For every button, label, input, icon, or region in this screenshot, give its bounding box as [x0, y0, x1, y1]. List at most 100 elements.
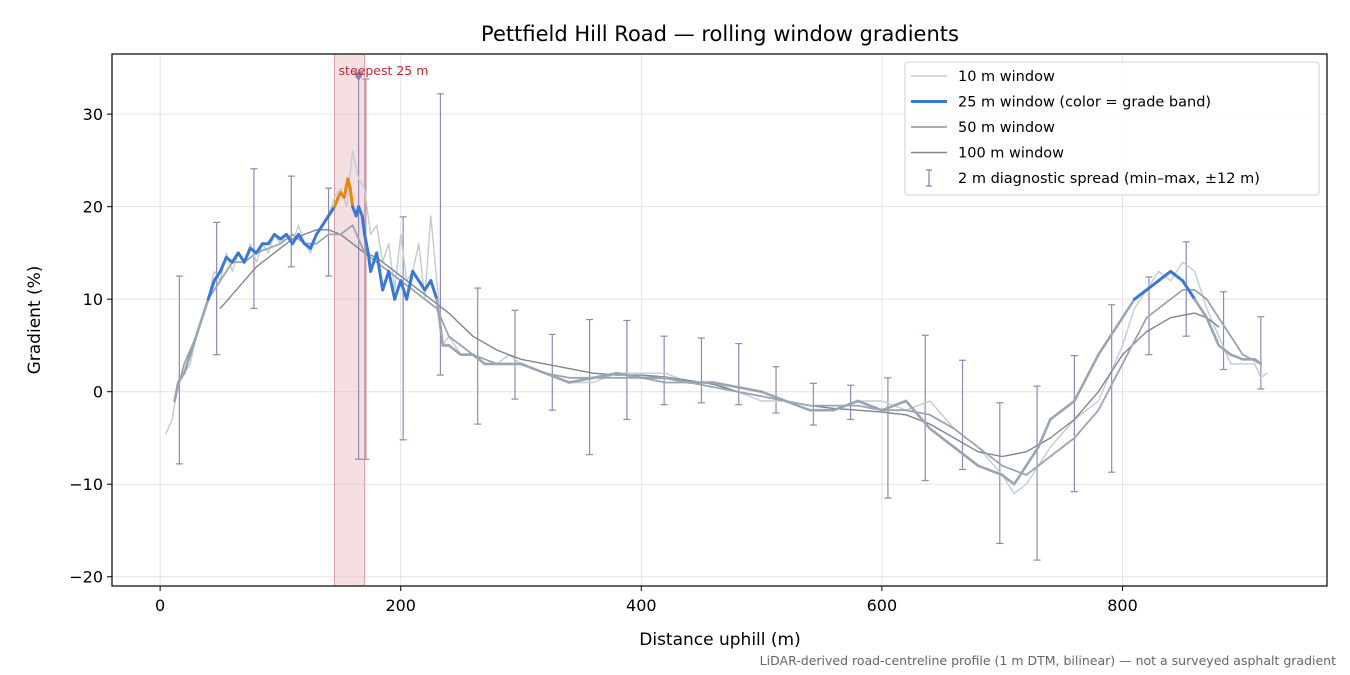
annotations: steepest 25 m	[339, 63, 429, 82]
steepest-band	[334, 53, 366, 587]
x-tick-label: 800	[1107, 596, 1138, 615]
errorbar-4	[325, 187, 333, 277]
series-25m-segment	[1133, 288, 1149, 301]
series-25m-segment	[736, 385, 763, 394]
y-tick-label: −10	[69, 475, 103, 494]
series-25m-segment	[290, 232, 300, 246]
series-25m-segment	[429, 279, 439, 301]
y-tick-label: 30	[83, 105, 103, 124]
series-25m-segment	[1000, 473, 1016, 486]
y-tick-label: −20	[69, 568, 103, 587]
series-25m-line	[173, 177, 1263, 486]
errorbar-2	[250, 168, 258, 310]
series-25m-segment	[173, 381, 180, 403]
errorbar-20	[884, 377, 892, 499]
chart-title: Pettfield Hill Road — rolling window gra…	[481, 22, 959, 46]
errorbar-21	[921, 334, 929, 482]
legend-item: 2 m diagnostic spread (min–max, ±12 m)	[926, 169, 1260, 187]
series-25m-segment	[417, 279, 427, 292]
errorbar-3	[287, 175, 295, 268]
series-25m-segment	[188, 334, 198, 357]
series-25m-segment	[206, 279, 216, 301]
series-25m-segment	[1205, 316, 1220, 347]
y-tick-label: 10	[83, 290, 103, 309]
errorbar-0	[175, 275, 183, 465]
series-25m-segment	[321, 214, 330, 227]
series-25m-segment	[1049, 399, 1076, 421]
series-25m-segment	[784, 399, 812, 412]
series-25m-segment	[447, 344, 463, 357]
series-25m-segment	[519, 362, 547, 375]
series-25m-segment	[904, 399, 932, 431]
series-25m-segment	[242, 246, 252, 264]
errorbar-19	[847, 384, 855, 421]
series-25m-segment	[348, 186, 355, 209]
series-25m-segment	[1229, 353, 1245, 361]
y-tick-label: 20	[83, 198, 103, 217]
series-25m-segment	[346, 177, 352, 190]
series-25m-segment	[435, 297, 445, 347]
series-25m-segment	[712, 381, 739, 389]
series-25m-segment	[1157, 269, 1173, 283]
legend-label: 50 m window	[958, 120, 1055, 136]
errorbar-22	[959, 359, 966, 471]
series-25m-segment	[832, 399, 860, 412]
errorbar-13	[623, 319, 631, 421]
series-25m-segment	[856, 399, 884, 412]
series-25m-segment	[309, 232, 318, 250]
errorbar-10	[511, 309, 519, 400]
x-tick-label: 200	[385, 596, 416, 615]
series-25m-segment	[1121, 297, 1136, 320]
series-25m-segment	[200, 297, 210, 320]
series-lines	[165, 150, 1268, 495]
series-25m-segment	[1025, 445, 1040, 468]
series-25m-segment	[357, 205, 364, 218]
series-25m-segment	[182, 353, 192, 375]
series-25m-segment	[254, 242, 264, 255]
steepest-label: steepest 25 m	[339, 63, 429, 78]
series-25m-segment	[230, 251, 240, 264]
series-25m-segment	[880, 399, 908, 412]
errorbar-16	[735, 342, 743, 406]
series-25m-segment	[194, 316, 204, 338]
series-25m-segment	[1012, 464, 1028, 486]
series-25m-segment	[471, 353, 487, 366]
series-25m-segment	[176, 371, 186, 384]
y-axis-label: Gradient (%)	[25, 266, 45, 375]
errorbar-14	[660, 335, 668, 406]
errorbar-6	[362, 78, 370, 460]
steepest-highlight	[334, 53, 366, 587]
series-25m-segment	[375, 251, 385, 292]
series-25m-segment	[1037, 418, 1052, 449]
series-25m-segment	[387, 269, 397, 301]
series-25m-segment	[1145, 279, 1161, 292]
y-tick-label: 0	[93, 383, 103, 402]
errorbar-12	[586, 318, 594, 456]
axis-ticks: 0 200 400 600 800 −20 −10 0 10 20 30	[69, 105, 1138, 615]
series-25m-segment	[393, 279, 403, 301]
series-25m-segment	[1097, 316, 1124, 357]
series-25m-segment	[567, 376, 595, 384]
series-25m-segment	[543, 371, 571, 384]
series-25m-segment	[591, 371, 619, 380]
legend-label: 10 m window	[958, 69, 1055, 85]
series-25m-segment	[363, 232, 370, 255]
errorbar-15	[697, 337, 705, 404]
series-25m-segment	[399, 279, 409, 301]
errorbar-17	[772, 366, 780, 414]
series-25m-segment	[976, 464, 1004, 477]
x-tick-label: 400	[626, 596, 657, 615]
series-25m-segment	[1217, 344, 1233, 357]
series-25m-segment	[1073, 353, 1100, 403]
series-25m-segment	[1193, 297, 1208, 320]
footnote: LiDAR-derived road-centreline profile (1…	[760, 653, 1336, 668]
series-25m-segment	[411, 269, 421, 283]
series-25m-segment	[1169, 269, 1185, 283]
legend-item: 25 m window (color = grade band)	[911, 95, 1211, 111]
series-25m-segment	[212, 269, 222, 283]
series-25m-segment	[1253, 357, 1263, 366]
legend: 10 m window 25 m window (color = grade ba…	[904, 61, 1320, 196]
legend-item: 50 m window	[911, 120, 1055, 136]
